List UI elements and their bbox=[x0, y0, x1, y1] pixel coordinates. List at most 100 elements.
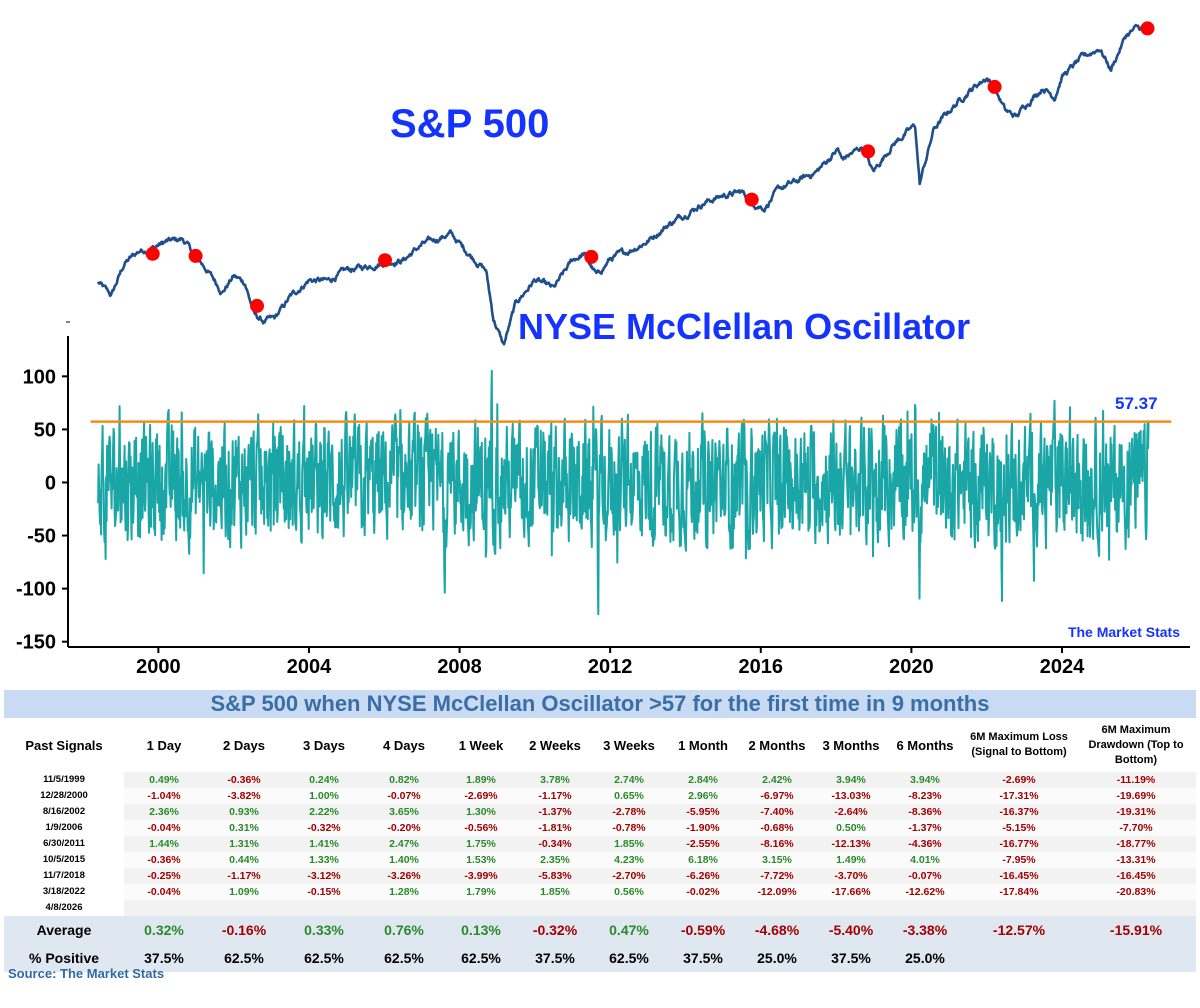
return-cell: -0.07% bbox=[888, 868, 962, 884]
signal-table-panel: S&P 500 when NYSE McClellan Oscillator >… bbox=[4, 690, 1196, 972]
return-cell: -5.83% bbox=[518, 868, 592, 884]
summary-value-cell: 0.47% bbox=[592, 916, 666, 944]
signal-marker-5 bbox=[584, 249, 599, 264]
return-cell: 3.15% bbox=[740, 852, 814, 868]
return-cell: -0.04% bbox=[124, 820, 204, 836]
average-row: Average 0.32% -0.16% 0.33% 0.76% 0.13% -0.32% 0… bbox=[4, 916, 1196, 944]
signal-marker-7 bbox=[861, 144, 876, 159]
return-cell: 4.23% bbox=[592, 852, 666, 868]
return-cell: -1.37% bbox=[888, 820, 962, 836]
signal-date-cell: 11/5/1999 bbox=[43, 774, 85, 785]
return-cell: -0.78% bbox=[592, 820, 666, 836]
return-cell: -0.36% bbox=[204, 772, 284, 788]
table-title: S&P 500 when NYSE McClellan Oscillator >… bbox=[4, 690, 1196, 718]
return-cell: -11.19% bbox=[1076, 772, 1196, 788]
oscillator-line bbox=[97, 369, 1150, 616]
signal-date-cell: 1/9/2006 bbox=[45, 822, 83, 833]
return-cell bbox=[124, 900, 204, 916]
sp500-chart-title: S&P 500 bbox=[390, 102, 549, 146]
table-row: 11/7/2018 -0.25% -1.17% -3.12% -3.26% -3.99% -… bbox=[4, 868, 1196, 884]
return-cell: -16.45% bbox=[1076, 868, 1196, 884]
return-cell: -1.90% bbox=[666, 820, 740, 836]
return-cell: 1.00% bbox=[284, 788, 364, 804]
return-cell: -12.62% bbox=[888, 884, 962, 900]
column-header: Past Signals bbox=[25, 737, 103, 753]
return-cell bbox=[444, 900, 518, 916]
header-row: Past Signals 1 Day 2 Days 3 Days 4 Days 1 Wee… bbox=[4, 718, 1196, 772]
return-cell: 0.82% bbox=[364, 772, 444, 788]
return-cell: 1.28% bbox=[364, 884, 444, 900]
summary-value-cell: -15.91% bbox=[1076, 916, 1196, 944]
signal-marker-9 bbox=[1140, 21, 1155, 36]
sp500-price-line bbox=[96, 23, 1150, 346]
return-cell: -2.55% bbox=[666, 836, 740, 852]
return-cell: -8.23% bbox=[888, 788, 962, 804]
return-cell: -6.97% bbox=[740, 788, 814, 804]
x-tick-label: 2020 bbox=[889, 656, 934, 678]
column-header: 1 Day bbox=[146, 737, 182, 753]
column-header: 2 Days bbox=[223, 737, 265, 753]
y-tick-label: 100 bbox=[23, 366, 56, 388]
signal-marker-1 bbox=[145, 246, 160, 261]
return-cell: -1.37% bbox=[518, 804, 592, 820]
summary-value-cell: -12.57% bbox=[962, 916, 1076, 944]
return-cell: -0.56% bbox=[444, 820, 518, 836]
signal-marker-6 bbox=[744, 192, 759, 207]
column-header: 1 Month bbox=[678, 737, 728, 753]
return-cell: 3.94% bbox=[814, 772, 888, 788]
table-row: 1/9/2006 -0.04% 0.31% -0.32% -0.20% -0.56% -1.… bbox=[4, 820, 1196, 836]
signal-marker-2 bbox=[188, 248, 203, 263]
signal-markers bbox=[145, 21, 1155, 313]
summary-value-cell: 62.5% bbox=[444, 944, 518, 972]
return-cell: -2.78% bbox=[592, 804, 666, 820]
column-header: 6M Maximum Loss (Signal to Bottom) bbox=[970, 731, 1068, 758]
return-cell: -4.36% bbox=[888, 836, 962, 852]
return-cell bbox=[592, 900, 666, 916]
return-cell: -3.70% bbox=[814, 868, 888, 884]
summary-value-cell: 37.5% bbox=[124, 944, 204, 972]
return-cell: 1.30% bbox=[444, 804, 518, 820]
return-cell: 1.89% bbox=[444, 772, 518, 788]
signal-date-cell: 11/7/2018 bbox=[43, 870, 85, 881]
return-cell: -8.16% bbox=[740, 836, 814, 852]
return-cell: -0.68% bbox=[740, 820, 814, 836]
summary-value-cell: -0.32% bbox=[518, 916, 592, 944]
summary-label-cell: Average bbox=[4, 916, 124, 944]
column-header: 3 Days bbox=[303, 737, 345, 753]
return-cell: 1.44% bbox=[124, 836, 204, 852]
return-cell: 1.31% bbox=[204, 836, 284, 852]
return-cell: -3.82% bbox=[204, 788, 284, 804]
return-cell: 2.42% bbox=[740, 772, 814, 788]
table-row: 10/5/2015 -0.36% 0.44% 1.33% 1.40% 1.53% 2.35%… bbox=[4, 852, 1196, 868]
return-cell: 1.41% bbox=[284, 836, 364, 852]
y-tick-label: 0 bbox=[45, 472, 56, 494]
return-cell: -5.95% bbox=[666, 804, 740, 820]
return-cell: 0.24% bbox=[284, 772, 364, 788]
return-cell: 1.53% bbox=[444, 852, 518, 868]
return-cell: -1.04% bbox=[124, 788, 204, 804]
summary-label-cell: % Positive bbox=[4, 944, 124, 972]
column-header: 3 Weeks bbox=[603, 737, 655, 753]
return-cell: 1.33% bbox=[284, 852, 364, 868]
sp500-chart: S&P 500 bbox=[96, 21, 1155, 346]
return-cell bbox=[740, 900, 814, 916]
return-cell bbox=[204, 900, 284, 916]
return-cell: -0.25% bbox=[124, 868, 204, 884]
signal-date-cell: 3/18/2022 bbox=[42, 886, 86, 897]
return-cell: -16.37% bbox=[962, 804, 1076, 820]
return-cell: 1.85% bbox=[592, 836, 666, 852]
column-header: 2 Months bbox=[748, 737, 806, 753]
x-tick-label: 2008 bbox=[437, 656, 482, 678]
threshold-value-label: 57.37 bbox=[1115, 394, 1158, 413]
return-cell bbox=[888, 900, 962, 916]
signal-date-cell: 10/5/2015 bbox=[42, 854, 86, 865]
column-header: 2 Weeks bbox=[529, 737, 581, 753]
return-cell: 0.49% bbox=[124, 772, 204, 788]
return-cell: -2.69% bbox=[444, 788, 518, 804]
signal-marker-3 bbox=[250, 298, 264, 313]
summary-value-cell: 25.0% bbox=[888, 944, 962, 972]
return-cell: -17.31% bbox=[962, 788, 1076, 804]
return-cell: 0.93% bbox=[204, 804, 284, 820]
return-cell: -12.09% bbox=[740, 884, 814, 900]
return-cell: -19.31% bbox=[1076, 804, 1196, 820]
